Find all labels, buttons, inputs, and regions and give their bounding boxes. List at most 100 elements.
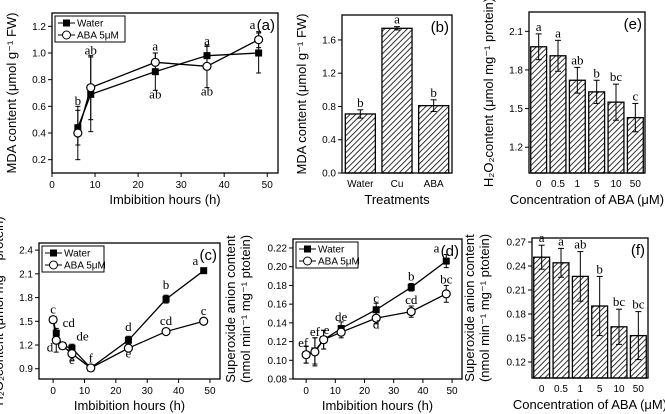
bar <box>533 256 551 379</box>
significance-letter: d <box>373 316 380 331</box>
y-tick-label: 0.2 <box>32 155 46 166</box>
significance-letter: a <box>434 241 440 256</box>
significance-letter: d <box>47 339 54 354</box>
y-tick-label: 1.8 <box>509 65 523 76</box>
x-axis-label: Imbibition hours (h) <box>322 398 433 413</box>
significance-letter: c <box>201 303 207 318</box>
significance-letter: a <box>250 17 256 32</box>
significance-letter: ef <box>298 335 309 350</box>
data-point <box>407 283 415 291</box>
y-tick-label: 0.22 <box>268 243 288 254</box>
y-axis-label: Superoxide anion content <box>462 234 477 382</box>
y-tick-label: 0.9 <box>19 364 33 375</box>
legend-marker <box>63 19 70 27</box>
bar <box>568 79 586 174</box>
legend-marker <box>49 260 58 270</box>
y-tick-label: 1.2 <box>19 341 33 352</box>
panel-d: 0.08 0.10 0.12 0.14 0.16 0.18 0.20 0.22 0 10 20 30 4… <box>223 235 463 413</box>
significance-letter: ab <box>85 42 97 57</box>
y-tick-label: 0.10 <box>268 356 288 367</box>
panel-label: (e) <box>624 16 642 33</box>
x-tick-label: 30 <box>388 386 400 397</box>
y-tick-label: 0.16 <box>268 300 288 311</box>
data-point <box>310 347 320 357</box>
legend-label: Water <box>64 249 91 260</box>
y-tick-label: 0.24 <box>507 262 527 273</box>
significance-letter: ef <box>310 324 321 339</box>
x-tick-label: 50 <box>447 386 459 397</box>
y-tick-label: 0.27 <box>507 238 527 249</box>
data-point <box>124 336 132 344</box>
data-point <box>150 57 160 67</box>
significance-letter: e <box>324 322 330 337</box>
legend-marker <box>303 256 312 266</box>
x-tick-label: 20 <box>110 386 122 397</box>
bar <box>344 113 377 174</box>
y-tick-label: 2.1 <box>19 269 33 280</box>
y-tick-label: 1.5 <box>509 104 523 115</box>
y-tick-label: 1.2 <box>322 69 336 80</box>
data-point <box>67 349 77 359</box>
significance-letter: cd <box>160 313 173 328</box>
y-tick-label: 0.20 <box>268 262 288 273</box>
significance-letter: a <box>152 38 158 53</box>
significance-letter: d <box>125 319 132 334</box>
plot-frame <box>341 14 453 174</box>
data-point <box>162 295 170 303</box>
y-tick-label: 1.2 <box>32 22 46 33</box>
x-tick-label: 5 <box>597 384 603 395</box>
y-axis-label-units: (nmol min⁻¹ mg⁻¹ ptotein) <box>477 234 492 382</box>
significance-letter: c <box>632 88 638 103</box>
x-tick-label: 20 <box>359 386 371 397</box>
data-point <box>51 335 61 345</box>
x-tick-label: 10 <box>89 180 101 191</box>
panel-label: (d) <box>441 243 459 260</box>
x-tick-label: 40 <box>219 180 231 191</box>
significance-letter: ab <box>571 52 583 67</box>
panel-a: 0.2 0.4 0.6 0.8 1.0 1.2 0 10 20 30 40 50 Imbibition … <box>4 12 279 207</box>
significance-letter: f <box>89 350 94 365</box>
x-tick-label: 40 <box>417 386 429 397</box>
y-tick-label: 1.5 <box>19 317 33 328</box>
data-point <box>48 315 58 325</box>
x-tick-label: 50 <box>262 180 274 191</box>
bar <box>588 91 606 174</box>
data-point <box>441 289 451 299</box>
y-axis-label-units: (nmol min⁻¹ mg⁻¹ ptotein) <box>238 235 253 383</box>
plot-frame <box>51 12 279 174</box>
x-tick-label: 20 <box>133 180 145 191</box>
data-point <box>406 307 416 317</box>
x-axis-label: Concentration of ABA (μM) <box>510 192 664 207</box>
bar <box>417 104 450 174</box>
data-point <box>86 83 96 93</box>
legend-label: Water <box>318 245 345 256</box>
x-tick-label: 0.5 <box>551 179 565 190</box>
y-tick-label: 0.14 <box>268 318 288 329</box>
x-tick-label: 10 <box>330 386 342 397</box>
y-tick-label: 1.8 <box>19 293 33 304</box>
y-tick-label: 1.2 <box>509 143 523 154</box>
significance-letter: e <box>69 352 75 367</box>
panel-f: 0.12 0.15 0.18 0.21 0.24 0.27 0 0.5 1 5 10 50 Concen… <box>462 230 665 412</box>
panel-label: (a) <box>257 17 275 34</box>
data-point <box>255 49 263 57</box>
significance-letter: ab <box>574 237 586 252</box>
x-tick-label: 50 <box>204 386 216 397</box>
panel-e: 1.2 1.5 1.8 2.1 0 0.5 1 5 10 50 Concentration of A… <box>481 0 664 207</box>
significance-letter: ab <box>201 84 213 99</box>
x-tick-label: 0 <box>536 179 542 190</box>
y-tick-label: 2.4 <box>19 246 33 257</box>
x-tick-label: 30 <box>176 180 188 191</box>
panel-label: (c) <box>200 247 218 264</box>
x-tick-label: 1 <box>578 384 584 395</box>
significance-letter: a <box>193 253 199 268</box>
bar <box>381 27 413 174</box>
y-tick-label: 0.12 <box>507 358 527 369</box>
significance-letter: b <box>593 65 600 80</box>
x-tick-label: 10 <box>79 386 91 397</box>
significance-letter: b <box>75 93 82 108</box>
y-tick-label: 0.4 <box>32 129 46 140</box>
